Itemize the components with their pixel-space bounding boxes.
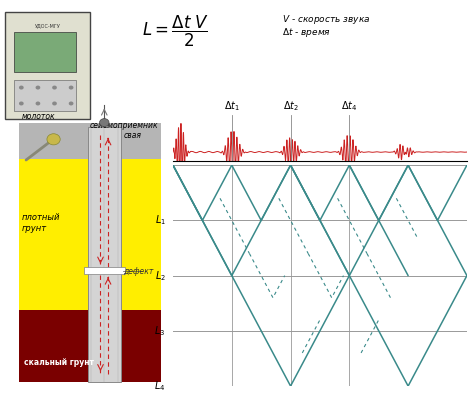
Text: $L_4$: $L_4$ [154, 379, 165, 393]
Circle shape [36, 101, 40, 105]
Text: $\Delta t$ - время: $\Delta t$ - время [282, 26, 331, 39]
Text: свая: свая [123, 131, 141, 140]
Text: $L_3$: $L_3$ [155, 324, 165, 338]
Circle shape [47, 134, 60, 145]
Text: $\Delta t_2$: $\Delta t_2$ [283, 99, 299, 113]
Text: $V$ - скорость звука: $V$ - скорость звука [282, 13, 370, 26]
Text: УДОС-МГУ: УДОС-МГУ [35, 23, 60, 28]
Text: $L = \dfrac{\Delta t\;V}{2}$: $L = \dfrac{\Delta t\;V}{2}$ [142, 14, 209, 49]
Bar [19, 159, 161, 310]
Circle shape [19, 101, 24, 105]
Text: дефект: дефект [123, 267, 154, 275]
Circle shape [52, 86, 57, 90]
Circle shape [36, 86, 40, 90]
Bar [14, 80, 76, 111]
Text: $\Delta t_1$: $\Delta t_1$ [224, 99, 240, 113]
Bar [88, 127, 121, 382]
Circle shape [100, 119, 109, 127]
Text: $\Delta t_4$: $\Delta t_4$ [341, 99, 357, 113]
Circle shape [52, 101, 57, 105]
Circle shape [69, 86, 73, 90]
Bar [19, 310, 161, 382]
Text: плотный
грунт: плотный грунт [21, 213, 60, 233]
Bar [19, 123, 161, 159]
Circle shape [19, 86, 24, 90]
Circle shape [69, 101, 73, 105]
Text: $L_2$: $L_2$ [155, 269, 165, 283]
Text: сейсмоприемник: сейсмоприемник [90, 121, 159, 130]
Text: $L_1$: $L_1$ [155, 213, 165, 227]
Bar [5, 12, 90, 119]
Bar [84, 267, 125, 274]
Text: молоток: молоток [21, 112, 55, 121]
Bar [14, 32, 76, 72]
Text: скальный грунт: скальный грунт [24, 358, 93, 367]
